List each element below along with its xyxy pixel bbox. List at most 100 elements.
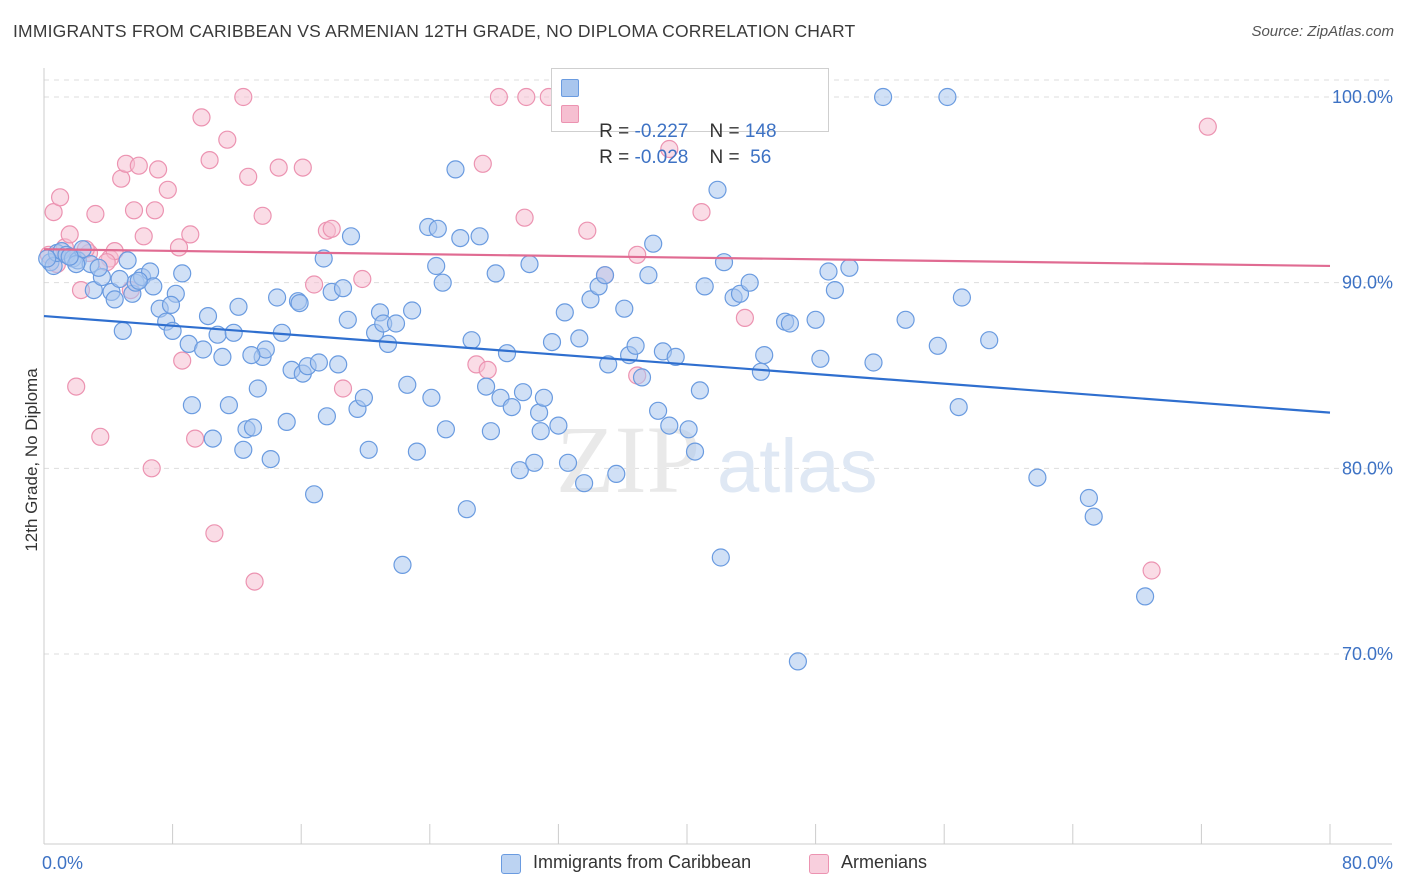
legend-r-label: R = [599,147,635,168]
caribbean-point [242,346,261,365]
caribbean-point [549,416,568,435]
legend-n-label: N = [709,147,745,168]
caribbean-point [403,301,422,320]
armenians-trend-line [43,248,1331,268]
armenians-point [173,351,192,370]
caribbean-point [427,256,446,276]
caribbean-point [118,251,137,270]
armenians-point [1198,117,1217,136]
caribbean-point [695,277,714,296]
armenians-point [91,427,110,446]
caribbean-point [173,264,192,283]
x-tick-label: 80.0% [1342,853,1393,873]
caribbean-point [873,87,893,107]
legend-r-label: R = [599,121,635,142]
trend-layer [43,248,1331,414]
armenians-point [239,167,258,186]
caribbean-point [428,219,447,238]
caribbean-point [84,281,103,300]
caribbean-point [462,331,481,350]
caribbean-point [248,379,267,398]
caribbean-trend-line [43,314,1331,414]
caribbean-point [825,281,845,300]
caribbean-point [486,264,505,283]
caribbean-point [1084,507,1103,526]
caribbean-point [398,375,417,394]
armenians-point [628,245,647,264]
caribbean-point [422,388,441,407]
caribbean-point [224,323,243,342]
watermark-atlas: atlas [717,424,878,509]
watermark-zip: ZIP [556,406,700,513]
caribbean-point [386,314,406,333]
caribbean-point [644,234,663,253]
armenians-point [145,201,164,220]
caribbean-point [534,388,554,407]
armenians-point [200,151,219,170]
caribbean-point [89,258,108,277]
caribbean-point [393,555,412,575]
armenians-point [660,139,679,159]
armenians-point [333,379,353,398]
caribbean-point [811,349,830,368]
caribbean-point [581,290,600,309]
caribbean-point [938,87,957,107]
caribbean-point [457,500,476,519]
caribbean-point [574,474,594,493]
armenians-point [50,188,70,207]
y-tick-label: 90.0% [1342,273,1393,293]
caribbean-point [213,347,232,366]
armenians-point [192,108,211,127]
armenians-point [158,180,177,199]
caribbean-point [510,461,529,480]
caribbean-point [864,353,883,372]
caribbean-point [607,464,626,483]
caribbean-point [481,422,500,441]
bottom-legend-swatch-caribbean [501,854,521,874]
caribbean-point [198,307,218,326]
caribbean-point [354,388,373,407]
legend-row-armenians: R = -0.028 N = 56 [561,103,771,168]
caribbean-point [314,249,333,268]
caribbean-point [105,290,124,309]
axis-layer [43,68,1392,845]
armenians-point [473,154,492,173]
caribbean-point [234,440,253,459]
caribbean-point [38,249,57,268]
caribbean-point [329,355,348,374]
armenians-point [253,206,272,225]
armenians-point [735,308,755,327]
caribbean-point [1079,488,1099,508]
bottom-legend-label-armenians: Armenians [841,852,928,872]
caribbean-point [268,288,287,307]
caribbean-point [502,398,521,417]
caribbean-point [690,381,710,400]
y-tick-label: 80.0% [1342,458,1393,478]
caribbean-point [161,295,181,314]
armenians-point [86,204,105,224]
armenians-point [142,459,161,478]
armenians-point [245,572,264,591]
legend-row-caribbean: R = -0.227 N = 148 [561,77,777,142]
armenians-point [293,158,312,177]
armenians-point [478,360,497,379]
caribbean-point [520,255,539,274]
armenians-point [353,269,372,289]
caribbean-point [840,258,859,277]
armenians-point [181,225,200,244]
caribbean-point [451,229,470,248]
armenians-point [322,219,341,238]
armenians-point [1142,561,1161,580]
caribbean-point [243,418,263,437]
caribbean-point [229,297,248,316]
legend-n-value: 148 [744,121,777,142]
caribbean-point [740,273,759,292]
caribbean-point [679,420,698,439]
caribbean-point [446,160,465,179]
caribbean-point [60,247,79,266]
armenians-point [515,208,534,227]
stats-legend: R = -0.227 N = 148 R = -0.028 N = 56 [551,68,829,168]
legend-r-value: -0.028 [634,147,689,168]
caribbean-point [708,180,727,199]
caribbean-point [203,429,222,448]
